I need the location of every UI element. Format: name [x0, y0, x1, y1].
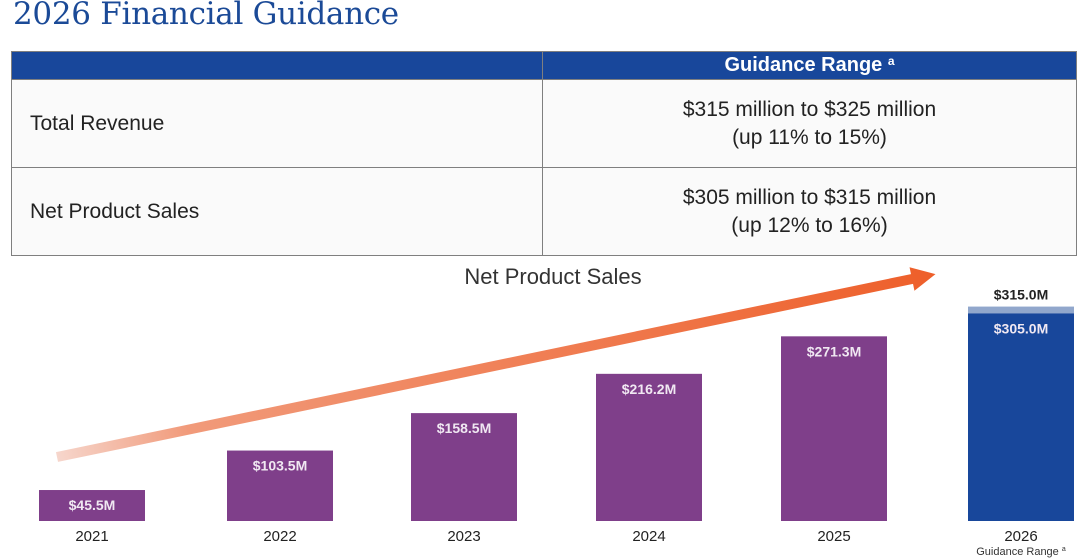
guidance-high-segment [968, 306, 1074, 314]
header-footnote: a [887, 54, 895, 68]
row-label-total-revenue: Total Revenue [11, 79, 543, 168]
x-tick-2026: 2026 [1004, 528, 1037, 545]
data-label-2025: $271.3M [807, 343, 861, 359]
trend-arrow-shape [55, 267, 936, 462]
guidance-high-label: $315.0M [994, 287, 1048, 303]
data-label-2022: $103.5M [253, 458, 307, 474]
bar-2021 [39, 490, 145, 521]
guidance-sublabel: Guidance Range a [976, 546, 1066, 558]
row-value-net-product-sales: $305 million to $315 million (up 12% to … [542, 167, 1077, 256]
table-header-guidance: Guidance Range a [542, 51, 1077, 80]
table-header-label [11, 51, 543, 80]
chart-title: Net Product Sales [464, 264, 641, 289]
data-label-2023: $158.5M [437, 420, 491, 436]
range-text: $305 million to $315 million [682, 185, 937, 209]
data-label-2021: $45.5M [69, 497, 116, 513]
data-label-2026: $305.0M [994, 320, 1048, 336]
x-tick-2021: 2021 [75, 528, 108, 545]
table-header-row: Guidance Range a [11, 51, 1077, 80]
guidance-table: Guidance Range a Total Revenue $315 mill… [11, 51, 1077, 256]
row-label-net-product-sales: Net Product Sales [11, 167, 543, 256]
x-tick-2023: 2023 [447, 528, 480, 545]
bar-2023 [411, 413, 517, 521]
growth-text: (up 12% to 16%) [731, 213, 888, 237]
table-row: Total Revenue $315 million to $325 milli… [11, 79, 1077, 168]
bar-2024 [596, 373, 702, 521]
x-tick-2025: 2025 [817, 528, 850, 545]
net-product-sales-chart: Net Product Sales $45.5M 2021 $103.5M 2022 $… [39, 264, 1074, 558]
header-guidance-text: Guidance Range [724, 54, 883, 76]
page-title: 2026 Financial Guidance [13, 0, 399, 32]
data-label-2024: $216.2M [622, 381, 676, 397]
bar-2025 [781, 336, 887, 521]
table-row: Net Product Sales $305 million to $315 m… [11, 167, 1077, 256]
bar-2026 [968, 313, 1074, 521]
row-value-total-revenue: $315 million to $325 million (up 11% to … [542, 79, 1077, 168]
trend-arrow-icon [55, 267, 936, 462]
range-text: $315 million to $325 million [682, 97, 937, 121]
x-tick-2024: 2024 [632, 528, 665, 545]
growth-text: (up 11% to 15%) [732, 125, 887, 149]
bar-2022 [227, 450, 333, 521]
x-tick-2022: 2022 [263, 528, 296, 545]
